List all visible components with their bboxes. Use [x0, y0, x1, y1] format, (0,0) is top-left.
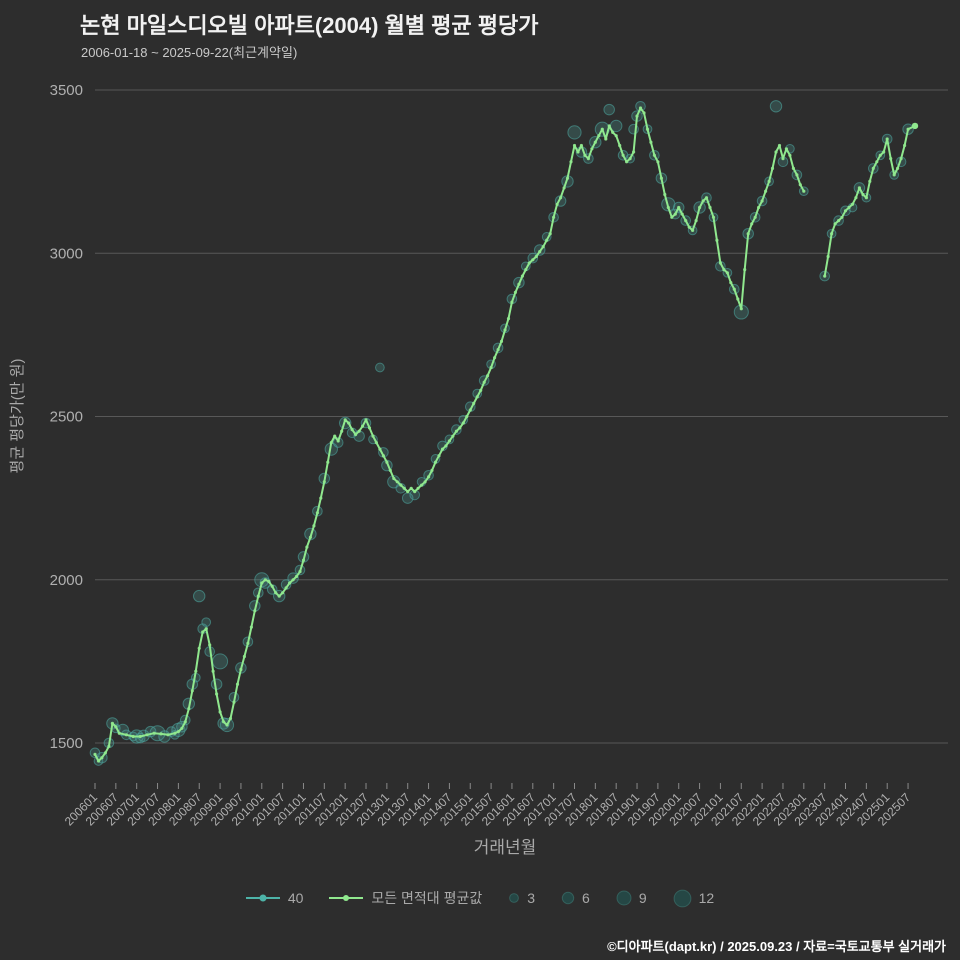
legend-item-avg[interactable]: 모든 면적대 평균값 [329, 888, 482, 908]
legend: 40 모든 면적대 평균값 3 6 9 12 [0, 888, 960, 908]
y-axis-tick-labels: 1500 2000 2500 3000 3500 [50, 82, 83, 752]
size-legend-label: 12 [698, 890, 715, 906]
x-axis-tick-labels: 2006012006072007012007072008012008072009… [62, 783, 913, 828]
series-avg-marker-icon [329, 895, 364, 901]
x-axis-title: 거래년월 [474, 838, 537, 857]
series-40-marker-icon [245, 894, 280, 902]
size-legend-item-3: 3 [508, 890, 535, 906]
page-subtitle: 2006-01-18 ~ 2025-09-22(최근계약일) [81, 45, 298, 60]
legend-label-avg: 모든 면적대 평균값 [371, 890, 483, 906]
avg-price-markers [93, 106, 919, 763]
legend-label-40: 40 [287, 890, 304, 906]
size-legend-item-9: 9 [616, 890, 647, 906]
price-chart: 1500 2000 2500 3000 3500 20060120060720070120… [9, 82, 948, 857]
svg-text:2000: 2000 [50, 572, 83, 589]
size-legend-item-6: 6 [561, 890, 590, 906]
svg-text:1500: 1500 [50, 735, 83, 752]
size-6-bubble-icon [561, 891, 575, 905]
legend-item-40[interactable]: 40 [245, 890, 304, 906]
attribution-footer: ©디아파트(dapt.kr) / 2025.09.23 / 자료=국토교통부 실… [607, 939, 946, 954]
size-legend-label: 9 [638, 890, 647, 906]
svg-text:2500: 2500 [50, 409, 83, 426]
size-legend-label: 6 [582, 890, 590, 906]
size-9-bubble-icon [616, 890, 632, 906]
bubble-series-40 [89, 100, 914, 766]
y-axis-title: 평균 평당가(만 원) [9, 359, 26, 474]
size-12-bubble-icon [673, 889, 692, 907]
size-legend-item-12: 12 [673, 889, 715, 908]
svg-text:3500: 3500 [50, 82, 83, 99]
size-3-bubble-icon [509, 893, 520, 903]
size-legend-label: 3 [527, 890, 536, 906]
page-title: 논현 마일스디오빌 아파트(2004) 월별 평균 평당가 [80, 13, 539, 38]
svg-text:3000: 3000 [50, 245, 83, 262]
gridlines [95, 89, 948, 744]
